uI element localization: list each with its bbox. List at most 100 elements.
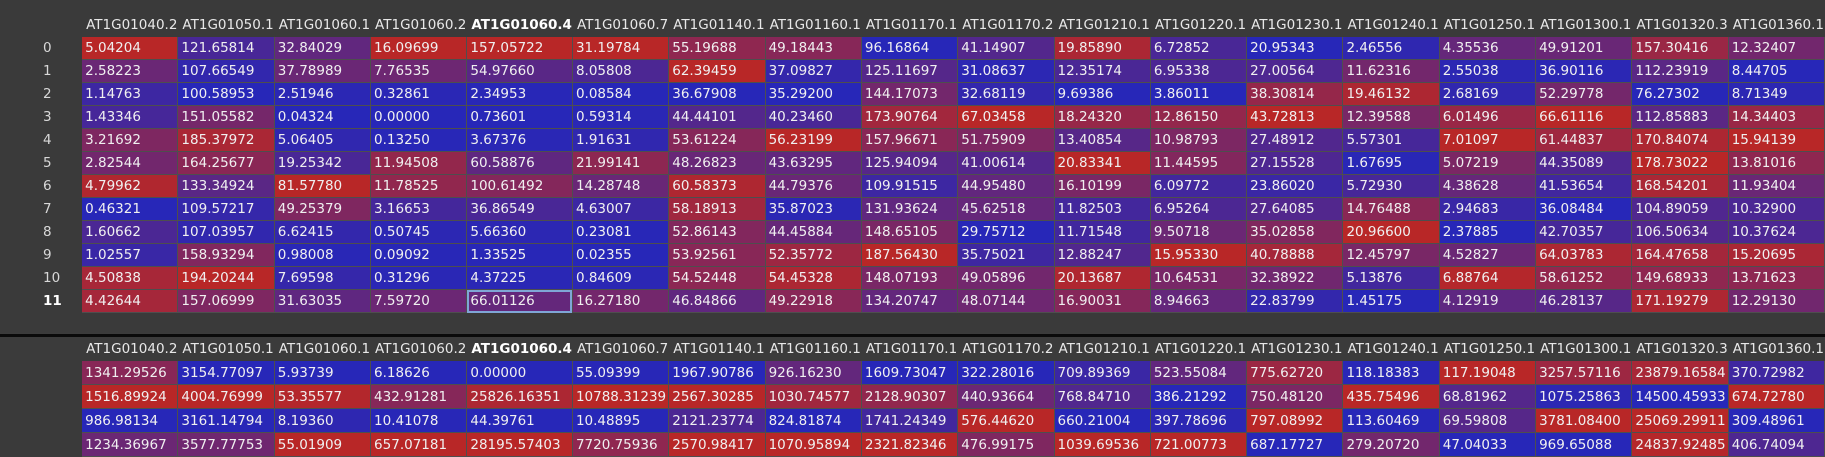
table-cell[interactable]: 1075.25863 bbox=[1535, 384, 1633, 409]
table-cell[interactable]: 46.84866 bbox=[668, 289, 766, 313]
table-cell[interactable]: 1341.29526 bbox=[81, 360, 179, 385]
table-cell[interactable]: 7.01097 bbox=[1438, 128, 1537, 152]
table-cell[interactable]: 187.56430 bbox=[860, 243, 959, 267]
table-cell[interactable]: 1.91631 bbox=[571, 128, 670, 152]
table-cell[interactable]: 14500.45933 bbox=[1631, 384, 1729, 409]
table-cell[interactable]: 1.45175 bbox=[1342, 289, 1440, 313]
table-cell[interactable]: 1.60662 bbox=[81, 220, 179, 244]
column-header[interactable]: AT1G01160.1 bbox=[769, 17, 861, 33]
table-cell[interactable]: 2.68169 bbox=[1438, 82, 1537, 106]
table-cell[interactable]: 46.28137 bbox=[1535, 289, 1633, 313]
table-cell[interactable]: 48.07144 bbox=[957, 289, 1055, 313]
table-cell[interactable]: 21.99141 bbox=[571, 151, 670, 175]
table-cell[interactable]: 11.82503 bbox=[1053, 197, 1151, 221]
table-cell[interactable]: 164.47658 bbox=[1631, 243, 1729, 267]
table-cell[interactable]: 36.08484 bbox=[1535, 197, 1633, 221]
table-cell[interactable]: 10.41078 bbox=[370, 408, 468, 433]
table-cell[interactable]: 6.72852 bbox=[1149, 36, 1248, 60]
table-cell[interactable]: 3161.14794 bbox=[177, 408, 275, 433]
column-header[interactable]: AT1G01220.1 bbox=[1154, 17, 1247, 33]
column-header[interactable]: AT1G01060.2 bbox=[375, 341, 467, 357]
table-cell[interactable]: 797.08992 bbox=[1246, 408, 1344, 433]
table-cell[interactable]: 49.05896 bbox=[957, 266, 1055, 290]
table-cell[interactable]: 18.24320 bbox=[1053, 105, 1151, 129]
table-cell[interactable]: 40.23460 bbox=[764, 105, 862, 129]
table-cell[interactable]: 4.38628 bbox=[1438, 174, 1537, 198]
column-header[interactable]: AT1G01320.3 bbox=[1636, 341, 1728, 357]
table-cell[interactable]: 10.64531 bbox=[1149, 266, 1248, 290]
table-cell[interactable]: 43.63295 bbox=[764, 151, 862, 175]
selected-table-cell[interactable]: 66.01126 bbox=[466, 289, 573, 313]
table-cell[interactable]: 144.17073 bbox=[860, 82, 959, 106]
table-cell[interactable]: 1.02557 bbox=[81, 243, 179, 267]
table-cell[interactable]: 11.62316 bbox=[1342, 59, 1440, 83]
row-index-label[interactable]: 11 bbox=[0, 289, 83, 313]
column-header[interactable]: AT1G01210.1 bbox=[1058, 341, 1150, 357]
table-cell[interactable]: 1741.24349 bbox=[860, 408, 959, 433]
table-cell[interactable]: 12.29130 bbox=[1727, 289, 1825, 313]
table-cell[interactable]: 3257.57116 bbox=[1535, 360, 1633, 385]
table-cell[interactable]: 12.88247 bbox=[1053, 243, 1151, 267]
table-cell[interactable]: 157.96671 bbox=[860, 128, 959, 152]
table-cell[interactable]: 112.23919 bbox=[1631, 59, 1729, 83]
table-cell[interactable]: 104.89059 bbox=[1631, 197, 1729, 221]
table-cell[interactable]: 9.69386 bbox=[1053, 82, 1151, 106]
table-cell[interactable]: 3.86011 bbox=[1149, 82, 1248, 106]
table-cell[interactable]: 45.62518 bbox=[957, 197, 1055, 221]
table-cell[interactable]: 8.94663 bbox=[1149, 289, 1248, 313]
table-cell[interactable]: 19.46132 bbox=[1342, 82, 1440, 106]
table-cell[interactable]: 19.25342 bbox=[273, 151, 372, 175]
table-cell[interactable]: 100.58953 bbox=[177, 82, 275, 106]
table-cell[interactable]: 68.81962 bbox=[1438, 384, 1537, 409]
table-cell[interactable]: 148.65105 bbox=[860, 220, 959, 244]
table-cell[interactable]: 125.11697 bbox=[860, 59, 959, 83]
row-index-label[interactable]: 1 bbox=[0, 59, 83, 83]
table-cell[interactable]: 6.18626 bbox=[370, 360, 468, 385]
table-cell[interactable]: 2.34953 bbox=[466, 82, 573, 106]
table-cell[interactable]: 435.75496 bbox=[1342, 384, 1440, 409]
column-header[interactable]: AT1G01360.1 bbox=[1732, 341, 1824, 357]
table-cell[interactable]: 0.02355 bbox=[571, 243, 670, 267]
table-cell[interactable]: 44.45884 bbox=[764, 220, 862, 244]
table-cell[interactable]: 20.95343 bbox=[1246, 36, 1344, 60]
table-cell[interactable]: 3154.77097 bbox=[177, 360, 275, 385]
table-cell[interactable]: 0.00000 bbox=[466, 360, 573, 385]
table-cell[interactable]: 54.45328 bbox=[764, 266, 862, 290]
table-cell[interactable]: 1030.74577 bbox=[764, 384, 862, 409]
pane-split-divider[interactable] bbox=[0, 334, 1825, 337]
column-header[interactable]: AT1G01060.4 bbox=[471, 17, 572, 33]
column-header[interactable]: AT1G01040.2 bbox=[86, 341, 178, 357]
table-cell[interactable]: 134.20747 bbox=[860, 289, 959, 313]
column-header[interactable]: AT1G01170.2 bbox=[962, 17, 1054, 33]
table-cell[interactable]: 32.68119 bbox=[957, 82, 1055, 106]
table-cell[interactable]: 4.42644 bbox=[81, 289, 179, 313]
table-cell[interactable]: 15.95330 bbox=[1149, 243, 1248, 267]
column-header[interactable]: AT1G01170.1 bbox=[865, 341, 958, 357]
table-cell[interactable]: 1.14763 bbox=[81, 82, 179, 106]
column-header[interactable]: AT1G01240.1 bbox=[1347, 341, 1439, 357]
table-cell[interactable]: 4.79962 bbox=[81, 174, 179, 198]
table-cell[interactable]: 14.28748 bbox=[571, 174, 670, 198]
table-cell[interactable]: 56.23199 bbox=[764, 128, 862, 152]
table-cell[interactable]: 674.72780 bbox=[1727, 384, 1825, 409]
row-index-label[interactable]: 4 bbox=[0, 128, 83, 152]
table-cell[interactable]: 158.93294 bbox=[177, 243, 275, 267]
table-cell[interactable]: 12.39588 bbox=[1342, 105, 1440, 129]
table-cell[interactable]: 16.10199 bbox=[1053, 174, 1151, 198]
table-cell[interactable]: 6.01496 bbox=[1438, 105, 1537, 129]
table-cell[interactable]: 185.37972 bbox=[177, 128, 275, 152]
table-cell[interactable]: 55.19688 bbox=[668, 36, 766, 60]
table-cell[interactable]: 523.55084 bbox=[1149, 360, 1248, 385]
column-header[interactable]: AT1G01230.1 bbox=[1251, 341, 1343, 357]
table-cell[interactable]: 6.09772 bbox=[1149, 174, 1248, 198]
table-cell[interactable]: 58.18913 bbox=[668, 197, 766, 221]
table-cell[interactable]: 178.73022 bbox=[1631, 151, 1729, 175]
table-cell[interactable]: 31.19784 bbox=[571, 36, 670, 60]
table-cell[interactable]: 0.08584 bbox=[571, 82, 670, 106]
table-cell[interactable]: 41.00614 bbox=[957, 151, 1055, 175]
table-cell[interactable]: 52.29778 bbox=[1535, 82, 1633, 106]
table-cell[interactable]: 29.75712 bbox=[957, 220, 1055, 244]
table-cell[interactable]: 6.62415 bbox=[273, 220, 372, 244]
table-cell[interactable]: 5.66360 bbox=[466, 220, 573, 244]
table-cell[interactable]: 109.57217 bbox=[177, 197, 275, 221]
